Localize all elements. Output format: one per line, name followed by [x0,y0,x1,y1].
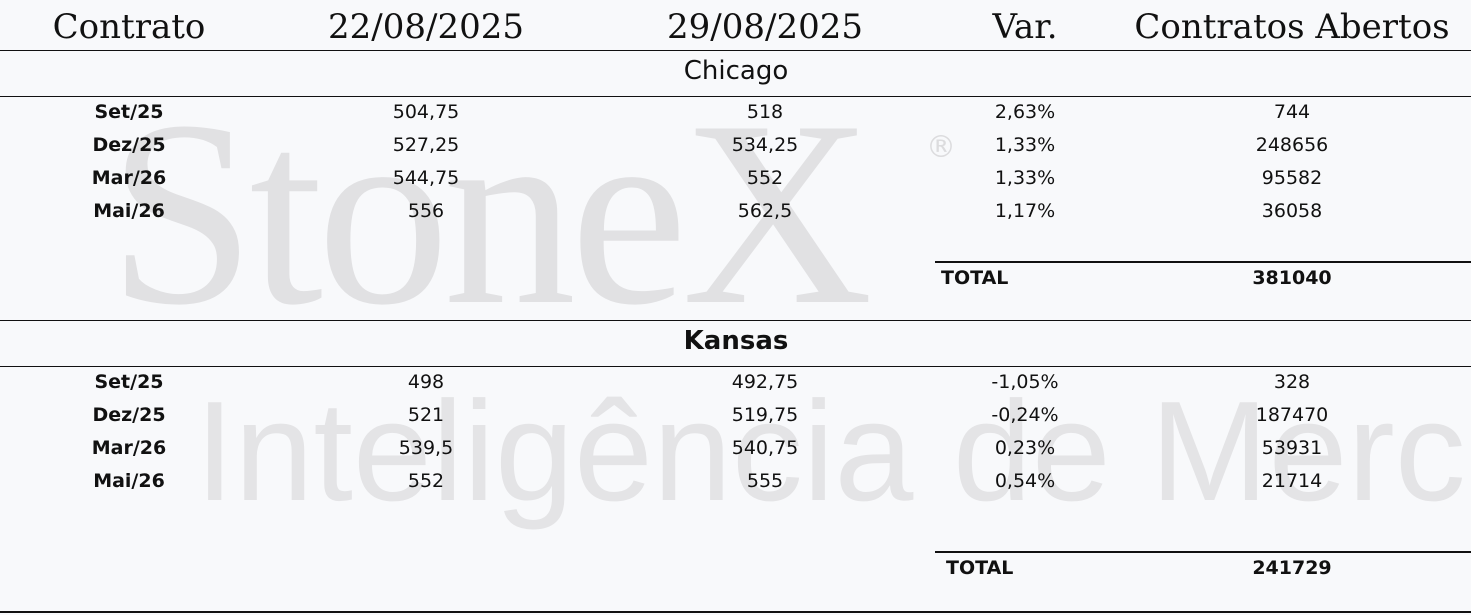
header-cell: 29/08/2025 [667,7,863,47]
cell: 544,75 [392,167,460,189]
cell: 498 [407,371,445,393]
cell: 1,33% [994,167,1056,189]
cell: 562,5 [737,200,793,222]
row-label: Dez/25 [92,404,166,426]
cell: 0,23% [994,437,1056,459]
header-cell: 22/08/2025 [328,7,524,47]
row-label: Set/25 [94,101,164,123]
row-label: Mar/26 [91,167,167,189]
cell: 540,75 [731,437,799,459]
row-label: Set/25 [94,371,164,393]
watermark-brand: StoneX [108,67,873,360]
row-label: Mar/26 [91,437,167,459]
row-label: Dez/25 [92,134,166,156]
total-label: TOTAL [946,557,1014,579]
rule [0,366,1471,367]
row-label: Mai/26 [93,200,165,222]
cell: 518 [746,101,784,123]
cell: 555 [746,470,784,492]
cell: 21714 [1261,470,1323,492]
cell: 504,75 [392,101,460,123]
cell: 2,63% [994,101,1056,123]
cell: 556 [407,200,445,222]
cell: 552 [407,470,445,492]
cell: 534,25 [731,134,799,156]
total-label: TOTAL [941,267,1009,289]
total-value: 241729 [1252,557,1332,579]
header-cell: Contratos Abertos [1134,7,1450,47]
total-rule [935,261,1471,263]
cell: 519,75 [731,404,799,426]
section-title: Chicago [683,56,789,86]
cell: 1,33% [994,134,1056,156]
cell: 95582 [1261,167,1323,189]
section-title: Kansas [683,326,789,356]
cell: 539,5 [398,437,454,459]
rule [0,611,1471,613]
cell: 248656 [1255,134,1329,156]
cell: 552 [746,167,784,189]
cell: 328 [1273,371,1311,393]
total-value: 381040 [1252,267,1332,289]
row-label: Mai/26 [93,470,165,492]
rule [0,50,1471,51]
total-rule [935,551,1471,553]
cell: 1,17% [994,200,1056,222]
rule [0,320,1471,321]
watermark-registered: ® [926,130,956,165]
cell: 521 [407,404,445,426]
cell: 36058 [1261,200,1323,222]
cell: 0,54% [994,470,1056,492]
cell: 527,25 [392,134,460,156]
cell: 187470 [1255,404,1329,426]
header-cell: Var. [992,7,1058,47]
cell: 744 [1273,101,1311,123]
cell: 53931 [1261,437,1323,459]
watermark-tagline: Inteligência de Mercado [195,372,1471,531]
cell: -0,24% [991,404,1059,426]
rule [0,96,1471,97]
cell: -1,05% [991,371,1059,393]
cell: 492,75 [731,371,799,393]
header-cell: Contrato [52,7,206,47]
